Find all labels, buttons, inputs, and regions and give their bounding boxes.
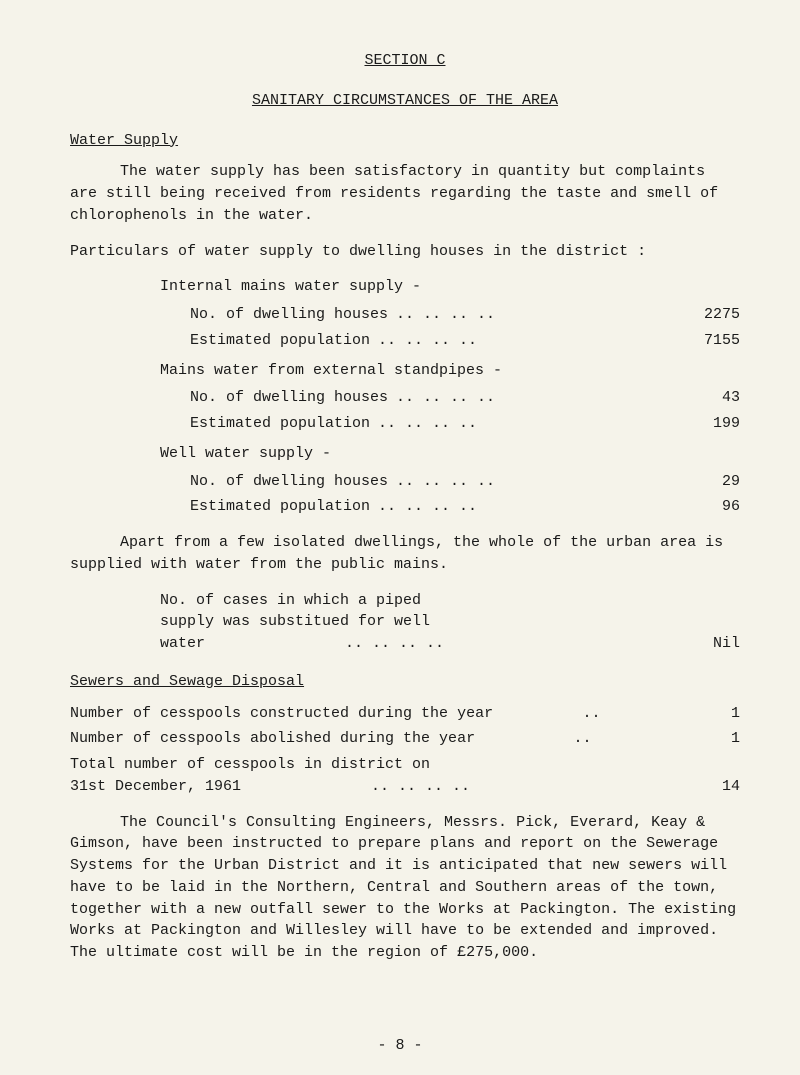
piped-block: No. of cases in which a piped supply was… — [160, 590, 740, 655]
document-page: SECTION C SANITARY CIRCUMSTANCES OF THE … — [0, 0, 800, 1075]
total-line1: Total number of cesspools in district on — [70, 754, 740, 776]
piped-line: water .. .. .. .. Nil — [160, 633, 740, 655]
piped-value: Nil — [680, 633, 740, 655]
stat-label: No. of dwelling houses — [190, 387, 388, 409]
stat-label: Estimated population — [190, 413, 370, 435]
piped-label: water — [160, 633, 205, 655]
piped-line: No. of cases in which a piped — [160, 590, 740, 612]
stat-row: No. of dwelling houses .. .. .. .. 29 — [190, 471, 740, 493]
subtitle: SANITARY CIRCUMSTANCES OF THE AREA — [70, 90, 740, 112]
stat-group-title: Well water supply - — [160, 443, 740, 465]
stat-dots: .. .. .. .. — [388, 387, 680, 409]
stat-group-title: Internal mains water supply - — [160, 276, 740, 298]
stat-row: Estimated population .. .. .. .. 96 — [190, 496, 740, 518]
total-label: 31st December, 1961 — [70, 776, 241, 798]
stat-group-title: Mains water from external standpipes - — [160, 360, 740, 382]
stat-row: Estimated population .. .. .. .. 199 — [190, 413, 740, 435]
total-value: 14 — [690, 776, 740, 798]
fact-label: Number of cesspools abolished during the… — [70, 728, 475, 750]
stat-dots: .. .. .. .. — [388, 304, 680, 326]
stats-block: Internal mains water supply - No. of dwe… — [160, 276, 740, 518]
fact-row: Number of cesspools constructed during t… — [70, 703, 740, 725]
stat-value: 96 — [680, 496, 740, 518]
fact-label: Number of cesspools constructed during t… — [70, 703, 493, 725]
stat-dots: .. .. .. .. — [370, 496, 680, 518]
stat-label: No. of dwelling houses — [190, 304, 388, 326]
stat-label: No. of dwelling houses — [190, 471, 388, 493]
stat-value: 7155 — [680, 330, 740, 352]
stat-value: 43 — [680, 387, 740, 409]
fact-dots: .. — [577, 703, 607, 725]
piped-dots: .. .. .. .. — [205, 633, 680, 655]
stat-value: 199 — [680, 413, 740, 435]
stat-dots: .. .. .. .. — [370, 413, 680, 435]
stat-value: 29 — [680, 471, 740, 493]
stat-row: No. of dwelling houses .. .. .. .. 2275 — [190, 304, 740, 326]
page-number: - 8 - — [0, 1035, 800, 1057]
stat-value: 2275 — [680, 304, 740, 326]
total-dots: .. .. .. .. — [241, 776, 690, 798]
stat-label: Estimated population — [190, 496, 370, 518]
fact-value: 1 — [690, 703, 740, 725]
fact-row: Number of cesspools abolished during the… — [70, 728, 740, 750]
sewers-heading: Sewers and Sewage Disposal — [70, 671, 740, 693]
paragraph: Apart from a few isolated dwellings, the… — [70, 532, 740, 576]
stat-dots: .. .. .. .. — [370, 330, 680, 352]
water-supply-heading: Water Supply — [70, 130, 740, 152]
paragraph: The Council's Consulting Engineers, Mess… — [70, 812, 740, 964]
total-line2: 31st December, 1961 .. .. .. .. 14 — [70, 776, 740, 798]
piped-line: supply was substitued for well — [160, 611, 740, 633]
fact-value: 1 — [690, 728, 740, 750]
stat-row: No. of dwelling houses .. .. .. .. 43 — [190, 387, 740, 409]
stat-label: Estimated population — [190, 330, 370, 352]
paragraph: Particulars of water supply to dwelling … — [70, 241, 740, 263]
paragraph: The water supply has been satisfactory i… — [70, 161, 740, 226]
stat-dots: .. .. .. .. — [388, 471, 680, 493]
stat-row: Estimated population .. .. .. .. 7155 — [190, 330, 740, 352]
fact-dots: .. — [568, 728, 598, 750]
section-title: SECTION C — [70, 50, 740, 72]
